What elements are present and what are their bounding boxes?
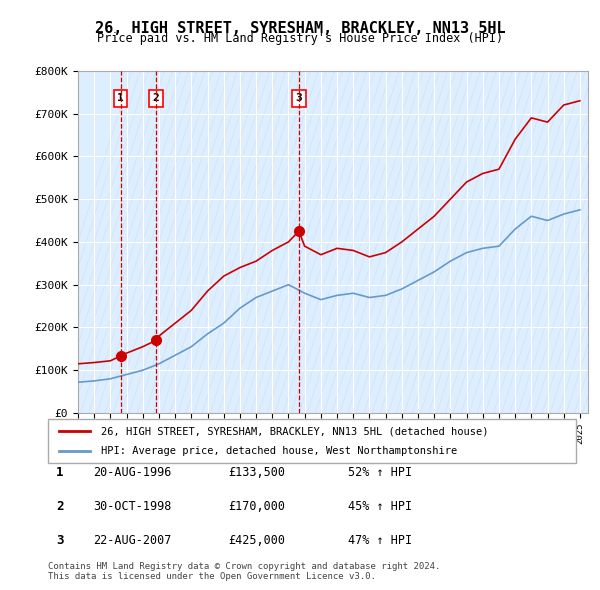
Text: £133,500: £133,500 [228,466,285,478]
FancyBboxPatch shape [48,419,576,463]
Text: Contains HM Land Registry data © Crown copyright and database right 2024.
This d: Contains HM Land Registry data © Crown c… [48,562,440,581]
Text: 1: 1 [56,466,64,478]
Text: 22-AUG-2007: 22-AUG-2007 [93,534,172,547]
Text: 2: 2 [153,93,160,103]
Text: 52% ↑ HPI: 52% ↑ HPI [348,466,412,478]
Text: 26, HIGH STREET, SYRESHAM, BRACKLEY, NN13 5HL: 26, HIGH STREET, SYRESHAM, BRACKLEY, NN1… [95,21,505,35]
Text: 26, HIGH STREET, SYRESHAM, BRACKLEY, NN13 5HL (detached house): 26, HIGH STREET, SYRESHAM, BRACKLEY, NN1… [101,427,488,436]
Text: 45% ↑ HPI: 45% ↑ HPI [348,500,412,513]
Text: 20-AUG-1996: 20-AUG-1996 [93,466,172,478]
Text: 3: 3 [295,93,302,103]
Text: 30-OCT-1998: 30-OCT-1998 [93,500,172,513]
Text: 47% ↑ HPI: 47% ↑ HPI [348,534,412,547]
Text: 1: 1 [118,93,124,103]
Text: £425,000: £425,000 [228,534,285,547]
Text: HPI: Average price, detached house, West Northamptonshire: HPI: Average price, detached house, West… [101,446,457,455]
Text: £170,000: £170,000 [228,500,285,513]
Text: 2: 2 [56,500,64,513]
Text: 3: 3 [56,534,64,547]
Text: Price paid vs. HM Land Registry's House Price Index (HPI): Price paid vs. HM Land Registry's House … [97,32,503,45]
